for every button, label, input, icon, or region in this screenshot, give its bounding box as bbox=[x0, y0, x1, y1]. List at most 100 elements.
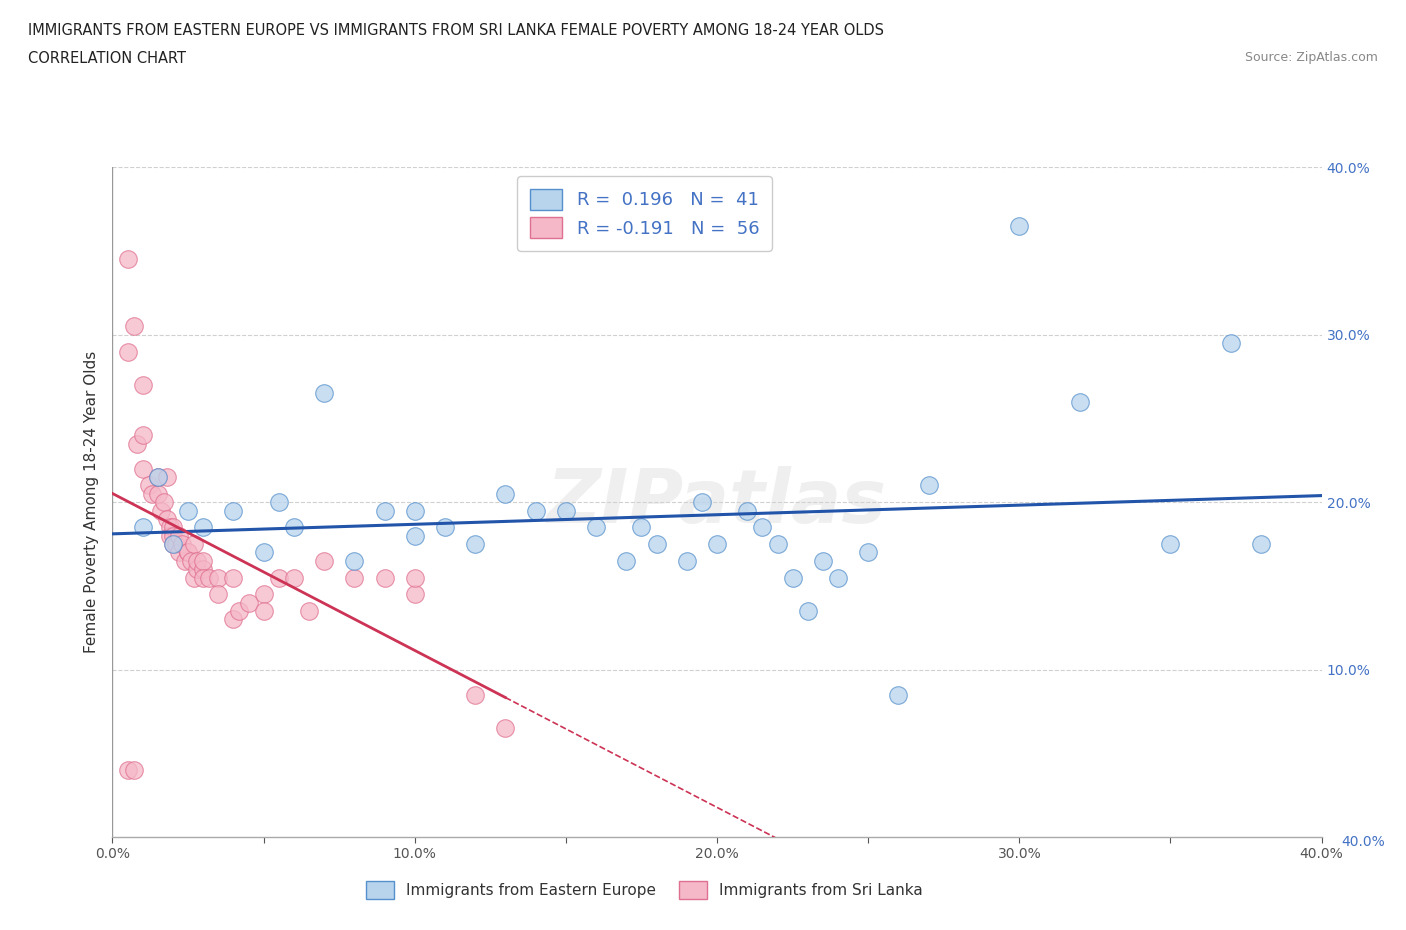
Point bbox=[191, 562, 214, 577]
Point bbox=[162, 528, 184, 543]
Point bbox=[162, 537, 184, 551]
Point bbox=[616, 553, 638, 568]
Point bbox=[314, 553, 336, 568]
Point bbox=[585, 520, 607, 535]
Point bbox=[132, 428, 155, 443]
Point bbox=[524, 503, 547, 518]
Point bbox=[404, 570, 426, 585]
Point bbox=[177, 545, 200, 560]
Point bbox=[495, 486, 517, 501]
Point bbox=[117, 252, 139, 267]
Point bbox=[1159, 537, 1181, 551]
Point bbox=[186, 553, 208, 568]
Point bbox=[404, 528, 426, 543]
Point bbox=[374, 503, 396, 518]
Text: 40.0%: 40.0% bbox=[1341, 834, 1385, 849]
Point bbox=[343, 570, 366, 585]
Point bbox=[146, 486, 169, 501]
Point bbox=[191, 553, 214, 568]
Point bbox=[146, 470, 169, 485]
Point bbox=[228, 604, 250, 618]
Point bbox=[766, 537, 789, 551]
Point bbox=[191, 520, 214, 535]
Point bbox=[183, 570, 205, 585]
Point bbox=[191, 570, 214, 585]
Point bbox=[167, 528, 190, 543]
Point bbox=[796, 604, 818, 618]
Point bbox=[170, 537, 193, 551]
Point bbox=[751, 520, 773, 535]
Point bbox=[165, 537, 187, 551]
Point bbox=[737, 503, 759, 518]
Point bbox=[174, 553, 197, 568]
Point bbox=[495, 721, 517, 736]
Point bbox=[630, 520, 652, 535]
Point bbox=[186, 562, 208, 577]
Legend: Immigrants from Eastern Europe, Immigrants from Sri Lanka: Immigrants from Eastern Europe, Immigran… bbox=[356, 870, 934, 910]
Y-axis label: Female Poverty Among 18-24 Year Olds: Female Poverty Among 18-24 Year Olds bbox=[83, 352, 98, 654]
Point bbox=[253, 545, 276, 560]
Point bbox=[645, 537, 668, 551]
Point bbox=[464, 537, 486, 551]
Point bbox=[918, 478, 941, 493]
Point bbox=[207, 570, 229, 585]
Point bbox=[1220, 336, 1243, 351]
Point bbox=[433, 520, 456, 535]
Text: IMMIGRANTS FROM EASTERN EUROPE VS IMMIGRANTS FROM SRI LANKA FEMALE POVERTY AMONG: IMMIGRANTS FROM EASTERN EUROPE VS IMMIGR… bbox=[28, 23, 884, 38]
Point bbox=[1008, 219, 1031, 233]
Point bbox=[283, 570, 305, 585]
Point bbox=[1250, 537, 1272, 551]
Point bbox=[253, 604, 276, 618]
Point bbox=[827, 570, 849, 585]
Point bbox=[167, 545, 190, 560]
Point bbox=[162, 520, 184, 535]
Point bbox=[117, 344, 139, 359]
Point bbox=[374, 570, 396, 585]
Point bbox=[198, 570, 221, 585]
Point bbox=[314, 386, 336, 401]
Point bbox=[177, 545, 200, 560]
Point bbox=[706, 537, 728, 551]
Point bbox=[222, 612, 245, 627]
Point bbox=[183, 537, 205, 551]
Point bbox=[253, 587, 276, 602]
Point bbox=[138, 478, 160, 493]
Point bbox=[267, 495, 290, 510]
Text: ZIPatlas: ZIPatlas bbox=[547, 466, 887, 538]
Point bbox=[1069, 394, 1091, 409]
Point bbox=[132, 520, 155, 535]
Point bbox=[675, 553, 697, 568]
Point bbox=[283, 520, 305, 535]
Text: CORRELATION CHART: CORRELATION CHART bbox=[28, 51, 186, 66]
Point bbox=[222, 570, 245, 585]
Point bbox=[159, 528, 181, 543]
Point bbox=[122, 319, 145, 334]
Point bbox=[782, 570, 804, 585]
Text: Source: ZipAtlas.com: Source: ZipAtlas.com bbox=[1244, 51, 1378, 64]
Point bbox=[125, 436, 148, 451]
Point bbox=[132, 378, 155, 392]
Point bbox=[267, 570, 290, 585]
Point bbox=[141, 486, 163, 501]
Point bbox=[887, 687, 910, 702]
Point bbox=[149, 503, 172, 518]
Point bbox=[404, 587, 426, 602]
Point bbox=[811, 553, 834, 568]
Point bbox=[298, 604, 321, 618]
Point bbox=[690, 495, 713, 510]
Point bbox=[464, 687, 486, 702]
Point bbox=[177, 503, 200, 518]
Point bbox=[146, 470, 169, 485]
Point bbox=[162, 537, 184, 551]
Point bbox=[222, 503, 245, 518]
Point bbox=[159, 520, 181, 535]
Point bbox=[404, 503, 426, 518]
Point bbox=[156, 470, 179, 485]
Point bbox=[156, 512, 179, 526]
Point bbox=[554, 503, 576, 518]
Point bbox=[238, 595, 260, 610]
Point bbox=[153, 495, 176, 510]
Point bbox=[122, 763, 145, 777]
Point bbox=[856, 545, 880, 560]
Point bbox=[207, 587, 229, 602]
